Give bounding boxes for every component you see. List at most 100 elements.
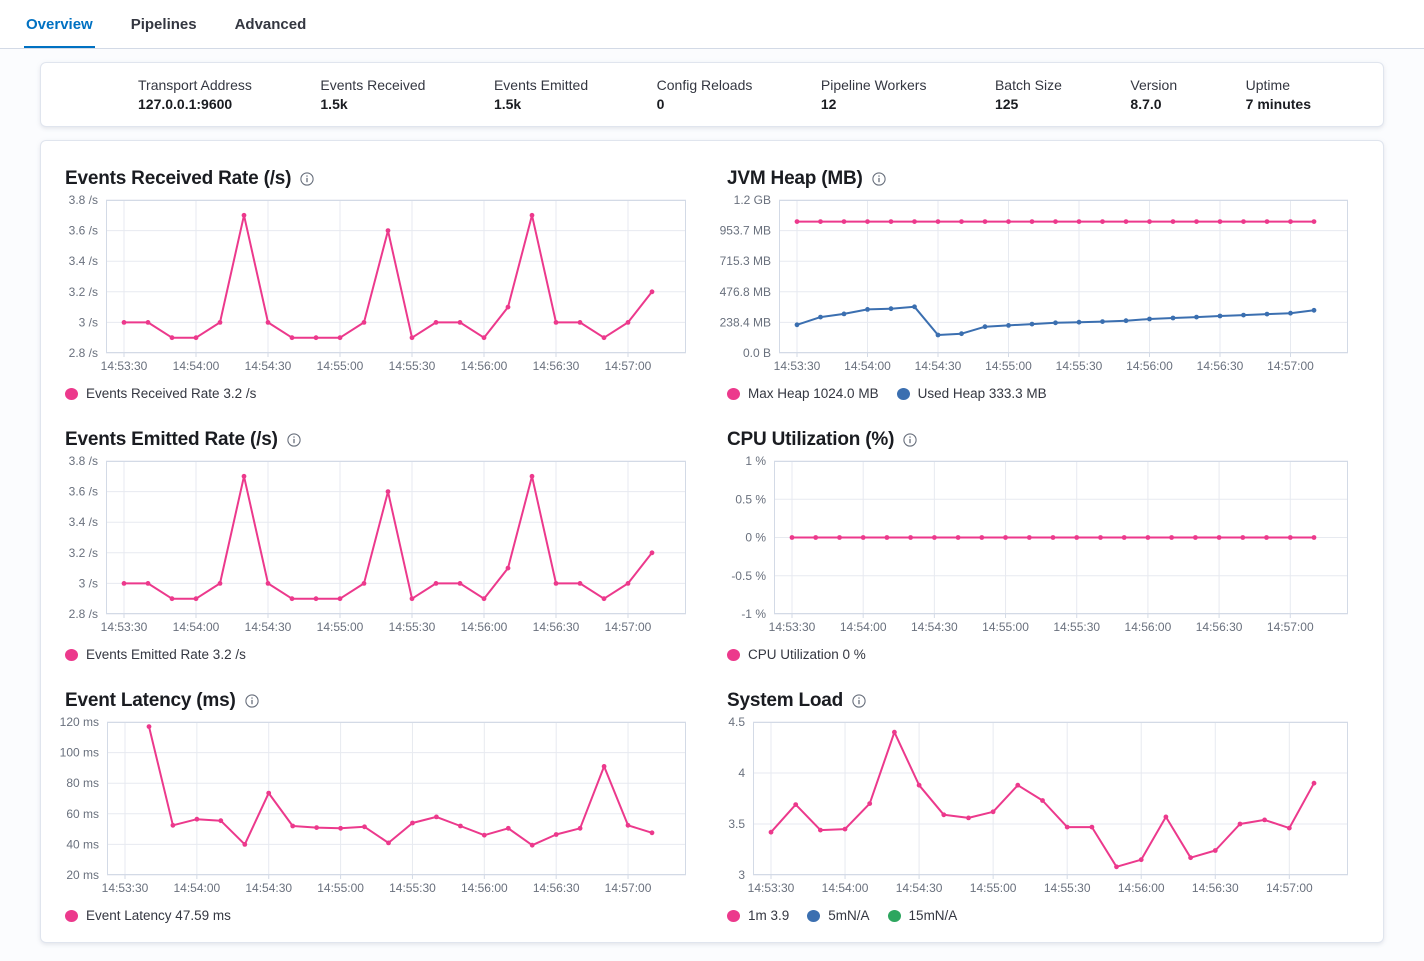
legend-item[interactable]: Event Latency 47.59 ms: [65, 908, 231, 923]
svg-text:14:57:00: 14:57:00: [1266, 881, 1313, 895]
legend-label: Events Received Rate 3.2 /s: [86, 386, 257, 401]
stat-value: 12: [820, 96, 837, 112]
tab-pipelines[interactable]: Pipelines: [129, 10, 199, 48]
chart-canvas: 1.2 GB 953.7 MB 715.3 MB 476.8 MB 238.4 MB 0.…: [720, 193, 1348, 373]
tab-overview[interactable]: Overview: [24, 10, 95, 48]
legend-dot: [727, 648, 740, 661]
chart-header: Event Latency (ms): [65, 690, 697, 712]
legend-label: 5mN/A: [828, 908, 870, 923]
chart-legend: 1m 3.9 5mN/A 15mN/A: [727, 908, 1359, 923]
svg-text:14:55:00: 14:55:00: [317, 359, 364, 373]
legend-dot: [727, 909, 740, 922]
tab-advanced[interactable]: Advanced: [233, 10, 309, 48]
svg-text:14:55:00: 14:55:00: [985, 359, 1032, 373]
stat-batch-size: Batch Size 125: [995, 77, 1062, 112]
svg-text:14:56:00: 14:56:00: [1118, 881, 1165, 895]
stat-uptime: Uptime 7 minutes: [1246, 77, 1311, 112]
chart-title: JVM Heap (MB): [727, 168, 863, 189]
chart-header: System Load: [727, 690, 1359, 712]
svg-text:14:57:00: 14:57:00: [1267, 359, 1314, 373]
svg-text:4: 4: [738, 766, 745, 780]
chart-legend: Max Heap 1024.0 MB Used Heap 333.3 MB: [727, 386, 1359, 401]
tab-bar: Overview Pipelines Advanced: [0, 0, 1424, 49]
stat-value: 7 minutes: [1245, 96, 1311, 112]
svg-text:14:57:00: 14:57:00: [605, 620, 652, 634]
chart-canvas: 1 % 0.5 % 0 % -0.5 % -1 %14:53:30 14:54:00 14:…: [731, 454, 1348, 634]
svg-text:14:56:00: 14:56:00: [461, 620, 508, 634]
svg-text:3.4 /s: 3.4 /s: [69, 515, 98, 529]
svg-text:14:56:30: 14:56:30: [533, 620, 580, 634]
legend-item[interactable]: 15mN/A: [887, 908, 958, 923]
svg-text:120 ms: 120 ms: [60, 715, 99, 729]
svg-text:40 ms: 40 ms: [66, 837, 99, 851]
chart-canvas: 120 ms 100 ms 80 ms 60 ms 40 ms 20 ms14:53:30…: [60, 715, 686, 895]
chart-system-load: System Load 4.5 4 3.5 3 14:53:30 14:54:00 14:54…: [727, 690, 1359, 923]
stat-config-reloads: Config Reloads 0: [657, 77, 753, 112]
legend-dot: [65, 648, 78, 661]
svg-text:14:54:30: 14:54:30: [245, 881, 292, 895]
info-icon: [287, 433, 301, 447]
svg-text:3.8 /s: 3.8 /s: [69, 193, 98, 207]
chart-event-latency-ms: Event Latency (ms) 120 ms 100 ms 80 ms 60 ms…: [60, 690, 697, 923]
chart-title: System Load: [727, 690, 844, 711]
stat-label: Uptime: [1245, 77, 1290, 93]
svg-text:14:56:30: 14:56:30: [533, 881, 580, 895]
info-button[interactable]: [287, 433, 301, 447]
legend-item[interactable]: 5mN/A: [807, 908, 870, 923]
info-button[interactable]: [244, 694, 259, 708]
legend-label: 15mN/A: [908, 908, 958, 923]
svg-text:14:54:00: 14:54:00: [840, 620, 887, 634]
svg-text:238.4 MB: 238.4 MB: [720, 315, 771, 329]
chart-header: Events Emitted Rate (/s): [65, 429, 697, 451]
svg-text:14:56:30: 14:56:30: [1192, 881, 1239, 895]
legend-dot: [65, 909, 78, 922]
svg-text:3.2 /s: 3.2 /s: [69, 546, 98, 560]
charts-grid: Events Received Rate (/s) 3.8 /s 3.6 /s 3.4…: [60, 168, 1359, 923]
legend-item[interactable]: Max Heap 1024.0 MB: [727, 386, 879, 401]
legend-item[interactable]: Events Received Rate 3.2 /s: [65, 386, 256, 401]
chart-title: Event Latency (ms): [65, 690, 236, 711]
svg-text:3.6 /s: 3.6 /s: [69, 485, 98, 499]
chart-canvas: 4.5 4 3.5 314:53:30 14:54:00 14:54:30 14:55:00…: [728, 715, 1348, 895]
charts-panel: Events Received Rate (/s) 3.8 /s 3.6 /s 3.4…: [40, 140, 1384, 943]
info-button[interactable]: [300, 172, 314, 186]
stat-events-emitted: Events Emitted 1.5k: [494, 77, 588, 112]
svg-text:14:56:00: 14:56:00: [461, 359, 508, 373]
svg-text:14:54:00: 14:54:00: [173, 620, 220, 634]
chart-header: CPU Utilization (%): [727, 429, 1359, 451]
svg-text:14:54:30: 14:54:30: [915, 359, 962, 373]
legend-item[interactable]: 1m 3.9: [727, 908, 789, 923]
info-button[interactable]: [872, 172, 886, 186]
info-button[interactable]: [852, 694, 866, 708]
svg-text:3.8 /s: 3.8 /s: [69, 454, 98, 468]
svg-text:14:53:30: 14:53:30: [102, 881, 149, 895]
svg-text:14:53:30: 14:53:30: [774, 359, 821, 373]
svg-text:60 ms: 60 ms: [66, 807, 99, 821]
svg-text:14:55:30: 14:55:30: [1044, 881, 1091, 895]
legend-label: 1m 3.9: [748, 908, 790, 923]
svg-text:14:56:30: 14:56:30: [1196, 620, 1243, 634]
chart-events-received-rate-s: Events Received Rate (/s) 3.8 /s 3.6 /s 3.4…: [65, 168, 697, 401]
svg-text:14:54:00: 14:54:00: [174, 881, 221, 895]
stat-transport-address: Transport Address 127.0.0.1:9600: [138, 77, 252, 112]
stat-label: Pipeline Workers: [820, 77, 927, 93]
svg-text:4.5: 4.5: [728, 715, 745, 729]
info-button[interactable]: [903, 433, 917, 447]
legend-item[interactable]: Events Emitted Rate 3.2 /s: [65, 647, 246, 662]
legend-item[interactable]: CPU Utilization 0 %: [727, 647, 866, 662]
legend-item[interactable]: Used Heap 333.3 MB: [896, 386, 1047, 401]
chart-title: Events Emitted Rate (/s): [65, 429, 278, 450]
chart-jvm-heap-mb: JVM Heap (MB) 1.2 GB 953.7 MB 715.3 MB 476.8…: [720, 168, 1359, 401]
svg-text:14:53:30: 14:53:30: [769, 620, 816, 634]
svg-text:14:55:30: 14:55:30: [1056, 359, 1103, 373]
chart-cpu-utilization: CPU Utilization (%) 1 % 0.5 % 0 % -0.5 % -1 %…: [727, 429, 1359, 662]
chart-legend: CPU Utilization 0 %: [727, 647, 1359, 662]
stat-value: 125: [994, 96, 1019, 112]
svg-text:-0.5 %: -0.5 %: [731, 569, 766, 583]
legend-dot: [65, 387, 78, 400]
svg-text:2.8 /s: 2.8 /s: [69, 346, 98, 360]
legend-dot: [727, 387, 740, 400]
svg-text:14:54:30: 14:54:30: [911, 620, 958, 634]
svg-text:1 %: 1 %: [745, 454, 766, 468]
svg-text:14:54:30: 14:54:30: [896, 881, 943, 895]
